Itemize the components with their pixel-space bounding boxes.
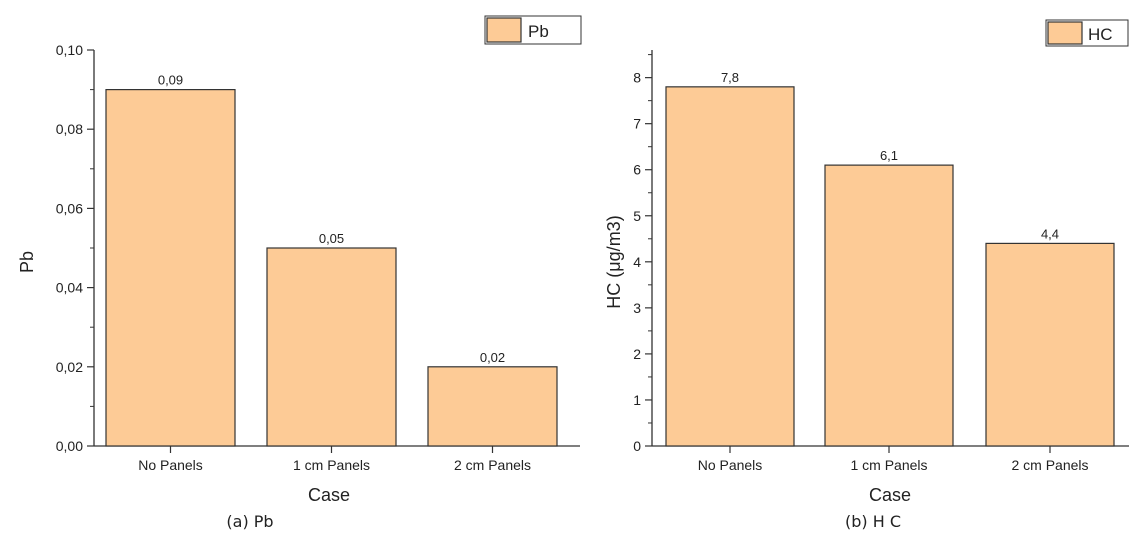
caption-hc: (b) H C bbox=[845, 512, 901, 531]
y-tick-label: 0,06 bbox=[56, 200, 83, 216]
y-tick-label: 4 bbox=[633, 254, 641, 270]
legend-label-hc: HC bbox=[1088, 25, 1113, 44]
bar-1-cm-panels bbox=[824, 164, 954, 447]
x-tick-label: 1 cm Panels bbox=[293, 457, 370, 473]
data-label: 4,4 bbox=[1041, 226, 1059, 241]
y-tick-label: 1 bbox=[633, 392, 641, 408]
y-axis-title-hc: HC (μg/m3) bbox=[604, 215, 624, 308]
bar-no-panels bbox=[105, 88, 236, 447]
data-label: 0,09 bbox=[158, 73, 183, 88]
y-tick-label: 2 bbox=[633, 346, 641, 362]
caption-pb: (a) Pb bbox=[226, 512, 273, 531]
bar-2-cm-panels bbox=[427, 366, 558, 447]
x-tick-label: No Panels bbox=[138, 457, 203, 473]
bar-2-cm-panels bbox=[985, 242, 1115, 447]
y-tick-label: 3 bbox=[633, 300, 641, 316]
legend-pb: Pb bbox=[484, 15, 582, 45]
x-tick-label: 2 cm Panels bbox=[1011, 457, 1088, 473]
data-label: 0,02 bbox=[480, 350, 505, 365]
y-tick-label: 0,04 bbox=[56, 280, 83, 296]
data-label: 6,1 bbox=[880, 148, 898, 163]
x-tick-label: 2 cm Panels bbox=[454, 457, 531, 473]
y-tick-label: 0,10 bbox=[56, 42, 83, 58]
chart-pb: Pb Pb Case (a) Pb 0,00 0,02 0,04 0,06 0,08 0,… bbox=[17, 15, 582, 531]
data-label: 7,8 bbox=[721, 70, 739, 85]
y-tick-label: 6 bbox=[633, 162, 641, 178]
y-tick-label: 0,00 bbox=[56, 438, 83, 454]
y-tick-label: 0,08 bbox=[56, 121, 83, 137]
legend-box-hc bbox=[1045, 19, 1129, 47]
x-axis-title-pb: Case bbox=[308, 485, 350, 505]
legend-box-pb bbox=[484, 15, 582, 45]
legend-label-pb: Pb bbox=[528, 22, 549, 41]
data-label: 0,05 bbox=[319, 231, 344, 246]
legend-hc: HC bbox=[1045, 19, 1129, 47]
bar-1-cm-panels bbox=[266, 247, 397, 447]
chart-hc: HC HC (μg/m3) Case (b) H C 0 1 2 3 4 5 6 7 8 No P… bbox=[604, 19, 1129, 531]
x-axis-title-hc: Case bbox=[869, 485, 911, 505]
y-axis-title-pb: Pb bbox=[17, 251, 37, 273]
x-tick-label: 1 cm Panels bbox=[850, 457, 927, 473]
legend-swatch-hc bbox=[1047, 21, 1083, 45]
y-tick-label: 0 bbox=[633, 438, 641, 454]
y-tick-label: 7 bbox=[633, 116, 641, 132]
legend-swatch-pb bbox=[486, 17, 522, 43]
y-tick-label: 8 bbox=[633, 70, 641, 86]
bar-no-panels bbox=[665, 86, 795, 447]
x-tick-label: No Panels bbox=[698, 457, 763, 473]
y-tick-label: 5 bbox=[633, 208, 641, 224]
y-tick-label: 0,02 bbox=[56, 359, 83, 375]
